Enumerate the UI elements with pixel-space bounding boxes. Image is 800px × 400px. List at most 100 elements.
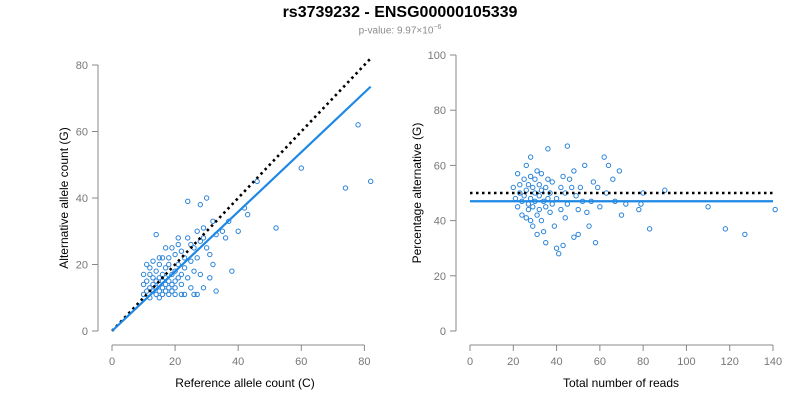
p-value-label: p-value: 9.97×10 [358, 25, 434, 37]
left-data-point [229, 268, 235, 274]
right-data-point [623, 201, 629, 207]
left-x-tick-label: 20 [169, 356, 181, 368]
right-data-point [525, 206, 532, 213]
left-data-point [200, 285, 207, 291]
left-data-point [178, 248, 185, 254]
left-data-point [144, 261, 150, 268]
right-data-point [742, 231, 748, 238]
left-fit-line [111, 85, 372, 332]
left-data-point [254, 178, 260, 185]
left-data-point [172, 285, 178, 291]
right-data-point [545, 176, 551, 182]
right-data-point [534, 168, 540, 174]
right-data-point [517, 190, 523, 196]
left-y-tick-label: 0 [82, 326, 88, 338]
right-data-point [722, 226, 729, 232]
left-data-point [298, 165, 304, 171]
left-data-point [140, 271, 147, 278]
left-data-point [222, 235, 229, 241]
right-data-point [553, 195, 560, 202]
right-x-axis-label: Total number of reads [563, 376, 679, 390]
right-y-tick-label: 100 [428, 50, 446, 62]
right-y-axis-label: Percentage alternative (G) [410, 123, 424, 264]
right-data-point [560, 173, 566, 180]
right-data-point [577, 184, 584, 191]
left-data-point [188, 285, 194, 291]
left-data-point [191, 268, 197, 274]
right-data-point [590, 179, 597, 185]
right-data-point [527, 217, 534, 224]
right-data-point [525, 182, 532, 188]
right-x-tick-label: 100 [677, 356, 695, 368]
chart-subtitle: p-value: 9.97×10−6 [0, 24, 800, 36]
right-data-point [534, 231, 540, 238]
left-data-point [156, 295, 163, 301]
left-data-point [159, 255, 166, 261]
left-data-point [169, 281, 175, 288]
p-value-exponent: −6 [433, 24, 442, 31]
left-x-tick-label: 40 [232, 356, 244, 368]
right-data-point [538, 187, 545, 193]
right-data-point [571, 234, 577, 240]
left-data-point [244, 211, 251, 218]
left-data-point [185, 275, 191, 281]
right-data-point [510, 184, 516, 191]
right-data-point [646, 226, 653, 232]
right-y-tick-label: 80 [434, 105, 446, 117]
left-y-tick-label: 20 [76, 260, 88, 272]
left-data-point [342, 185, 349, 191]
right-data-point [566, 176, 573, 182]
right-x-tick-label: 60 [594, 356, 606, 368]
left-data-point [172, 251, 178, 258]
left-data-point [172, 278, 178, 284]
right-data-point [618, 212, 625, 218]
right-data-point [662, 187, 668, 193]
right-x-tick-label: 80 [637, 356, 649, 368]
left-data-point [178, 271, 185, 278]
right-data-point [527, 173, 534, 180]
right-data-point [573, 193, 579, 199]
left-data-point [159, 291, 166, 298]
right-data-point [586, 223, 592, 229]
left-data-point [144, 278, 150, 284]
right-x-tick-label: 140 [764, 356, 782, 368]
right-y-tick-label: 20 [434, 271, 446, 283]
left-data-point [147, 265, 153, 271]
left-data-point [194, 255, 200, 261]
left-data-point [156, 261, 163, 268]
left-data-point [172, 268, 178, 274]
right-data-point [538, 217, 545, 224]
left-data-point [169, 271, 175, 278]
left-x-tick-label: 60 [295, 356, 307, 368]
left-y-tick-label: 40 [76, 193, 88, 205]
right-data-point [547, 190, 553, 196]
left-scatter-plot: 0 20 40 60 80 0 20 40 60 80 Reference allele count… [57, 57, 374, 390]
left-data-point [147, 271, 153, 278]
left-data-point [166, 261, 172, 268]
right-data-point [532, 176, 538, 182]
right-data-point [514, 204, 521, 210]
left-data-point [156, 255, 163, 261]
right-data-point [517, 182, 523, 188]
right-data-point [569, 184, 575, 191]
right-data-point [549, 179, 555, 185]
left-data-point [355, 122, 361, 128]
left-data-point [153, 231, 159, 238]
left-data-point [213, 288, 219, 294]
right-data-point [551, 223, 558, 229]
right-data-point [525, 201, 532, 207]
right-data-point [605, 162, 612, 169]
right-data-point [523, 162, 529, 169]
right-data-point [545, 195, 551, 202]
left-data-point [181, 255, 188, 261]
right-data-point [601, 154, 607, 160]
left-data-point [203, 245, 210, 251]
left-data-point [166, 285, 172, 291]
right-data-point [530, 204, 536, 210]
left-data-point [235, 228, 241, 234]
left-data-point [191, 291, 197, 298]
left-data-point [175, 241, 181, 248]
left-data-point [156, 288, 163, 294]
right-data-point [543, 184, 549, 191]
